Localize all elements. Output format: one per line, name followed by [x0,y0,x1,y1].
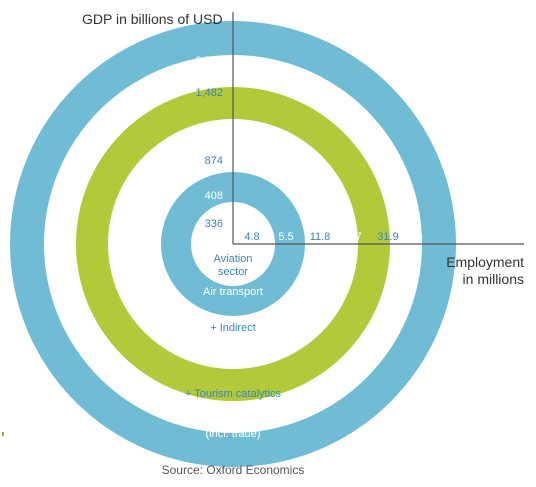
x-axis-title-line-1: Employment [446,254,524,270]
decorative-tick [2,432,4,436]
ring-label-3-0: + Indirect [210,322,256,334]
employment-label-1: 31.9 [377,231,398,243]
gdp-label-2: 1,093 [195,122,223,134]
y-axis-title: GDP in billions of USD [82,11,223,27]
gdp-label-3: 874 [205,155,223,167]
employment-label-3: 11.8 [310,231,331,243]
ring-label-1-0: + Tourism catalytics [185,388,282,400]
ring-label-0-0: + Other catalytics [190,415,276,427]
employment-label-5: 4.8 [244,231,259,243]
employment-label-0: + [417,231,423,243]
ring-label-5-0: Aviation [214,253,253,265]
gdp-label-4: 408 [205,190,223,202]
x-axis-title: Employment in millions [436,254,524,288]
ring-label-5-1: sector [218,266,248,278]
x-axis-title-line-2: in millions [462,271,524,287]
source-note: Source: Oxford Economics [161,463,305,477]
employment-label-2: 14.7 [340,231,361,243]
ring-label-0-1: (incl. trade) [205,428,260,440]
employment-label-4: 5.5 [278,231,293,243]
ring-label-4-0: Air transport [203,286,263,298]
ring-label-2-0: + Induced [209,356,258,368]
gdp-label-1: 1,482 [195,87,223,99]
gdp-label-5: 336 [205,218,223,230]
gdp-label-0: 3,557 [195,55,223,67]
